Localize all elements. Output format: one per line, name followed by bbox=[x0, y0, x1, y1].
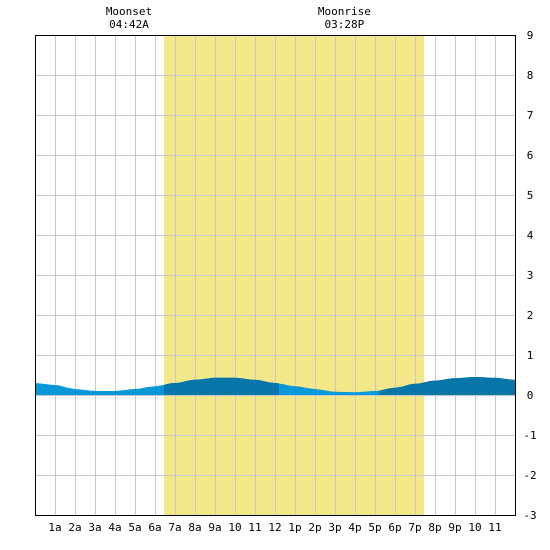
x-tick-label: 10 bbox=[228, 521, 241, 534]
y-tick-label: 0 bbox=[527, 389, 534, 402]
moon-event-time: 04:42A bbox=[109, 18, 149, 31]
moon-event-label: Moonrise bbox=[318, 5, 371, 18]
x-tick-label: 8p bbox=[428, 521, 441, 534]
x-tick-label: 6a bbox=[148, 521, 161, 534]
y-tick-label: 4 bbox=[527, 229, 534, 242]
y-tick-label: -3 bbox=[523, 509, 536, 522]
tide-area-rising bbox=[379, 377, 515, 395]
y-tick-label: 6 bbox=[527, 149, 534, 162]
y-tick-label: 7 bbox=[527, 109, 534, 122]
x-tick-label: 9a bbox=[208, 521, 221, 534]
x-tick-label: 2a bbox=[68, 521, 81, 534]
x-tick-label: 1a bbox=[48, 521, 61, 534]
x-tick-label: 8a bbox=[188, 521, 201, 534]
x-tick-label: 5p bbox=[368, 521, 381, 534]
plot-frame bbox=[35, 35, 516, 516]
x-tick-label: 2p bbox=[308, 521, 321, 534]
y-tick-label: 3 bbox=[527, 269, 534, 282]
moon-event-label: Moonset bbox=[106, 5, 152, 18]
x-tick-label: 7p bbox=[408, 521, 421, 534]
x-tick-label: 3p bbox=[328, 521, 341, 534]
y-tick-label: 8 bbox=[527, 69, 534, 82]
y-tick-label: 9 bbox=[527, 29, 534, 42]
x-tick-label: 12 bbox=[268, 521, 281, 534]
x-tick-label: 1p bbox=[288, 521, 301, 534]
moon-event-time: 03:28P bbox=[325, 18, 365, 31]
x-tick-label: 3a bbox=[88, 521, 101, 534]
y-tick-label: 5 bbox=[527, 189, 534, 202]
x-tick-label: 6p bbox=[388, 521, 401, 534]
y-tick-label: -2 bbox=[523, 469, 536, 482]
x-tick-label: 4a bbox=[108, 521, 121, 534]
y-tick-label: 1 bbox=[527, 349, 534, 362]
x-tick-label: 9p bbox=[448, 521, 461, 534]
x-tick-label: 7a bbox=[168, 521, 181, 534]
x-tick-label: 4p bbox=[348, 521, 361, 534]
x-tick-label: 10 bbox=[468, 521, 481, 534]
tide-area-rising bbox=[164, 377, 279, 395]
y-tick-label: -1 bbox=[523, 429, 536, 442]
x-tick-label: 5a bbox=[128, 521, 141, 534]
x-tick-label: 11 bbox=[248, 521, 261, 534]
x-tick-label: 11 bbox=[488, 521, 501, 534]
y-tick-label: 2 bbox=[527, 309, 534, 322]
